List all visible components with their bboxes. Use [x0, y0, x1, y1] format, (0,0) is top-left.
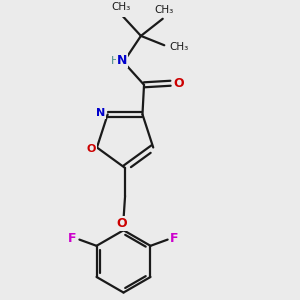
Text: CH₃: CH₃ [111, 2, 130, 12]
Text: F: F [170, 232, 179, 245]
Text: H: H [111, 56, 119, 66]
Text: CH₃: CH₃ [155, 5, 174, 15]
Text: F: F [68, 232, 77, 245]
Text: N: N [96, 108, 106, 118]
Text: O: O [173, 77, 184, 90]
Text: O: O [87, 144, 96, 154]
Text: CH₃: CH₃ [169, 42, 188, 52]
Text: O: O [117, 217, 127, 230]
Text: N: N [117, 54, 128, 67]
